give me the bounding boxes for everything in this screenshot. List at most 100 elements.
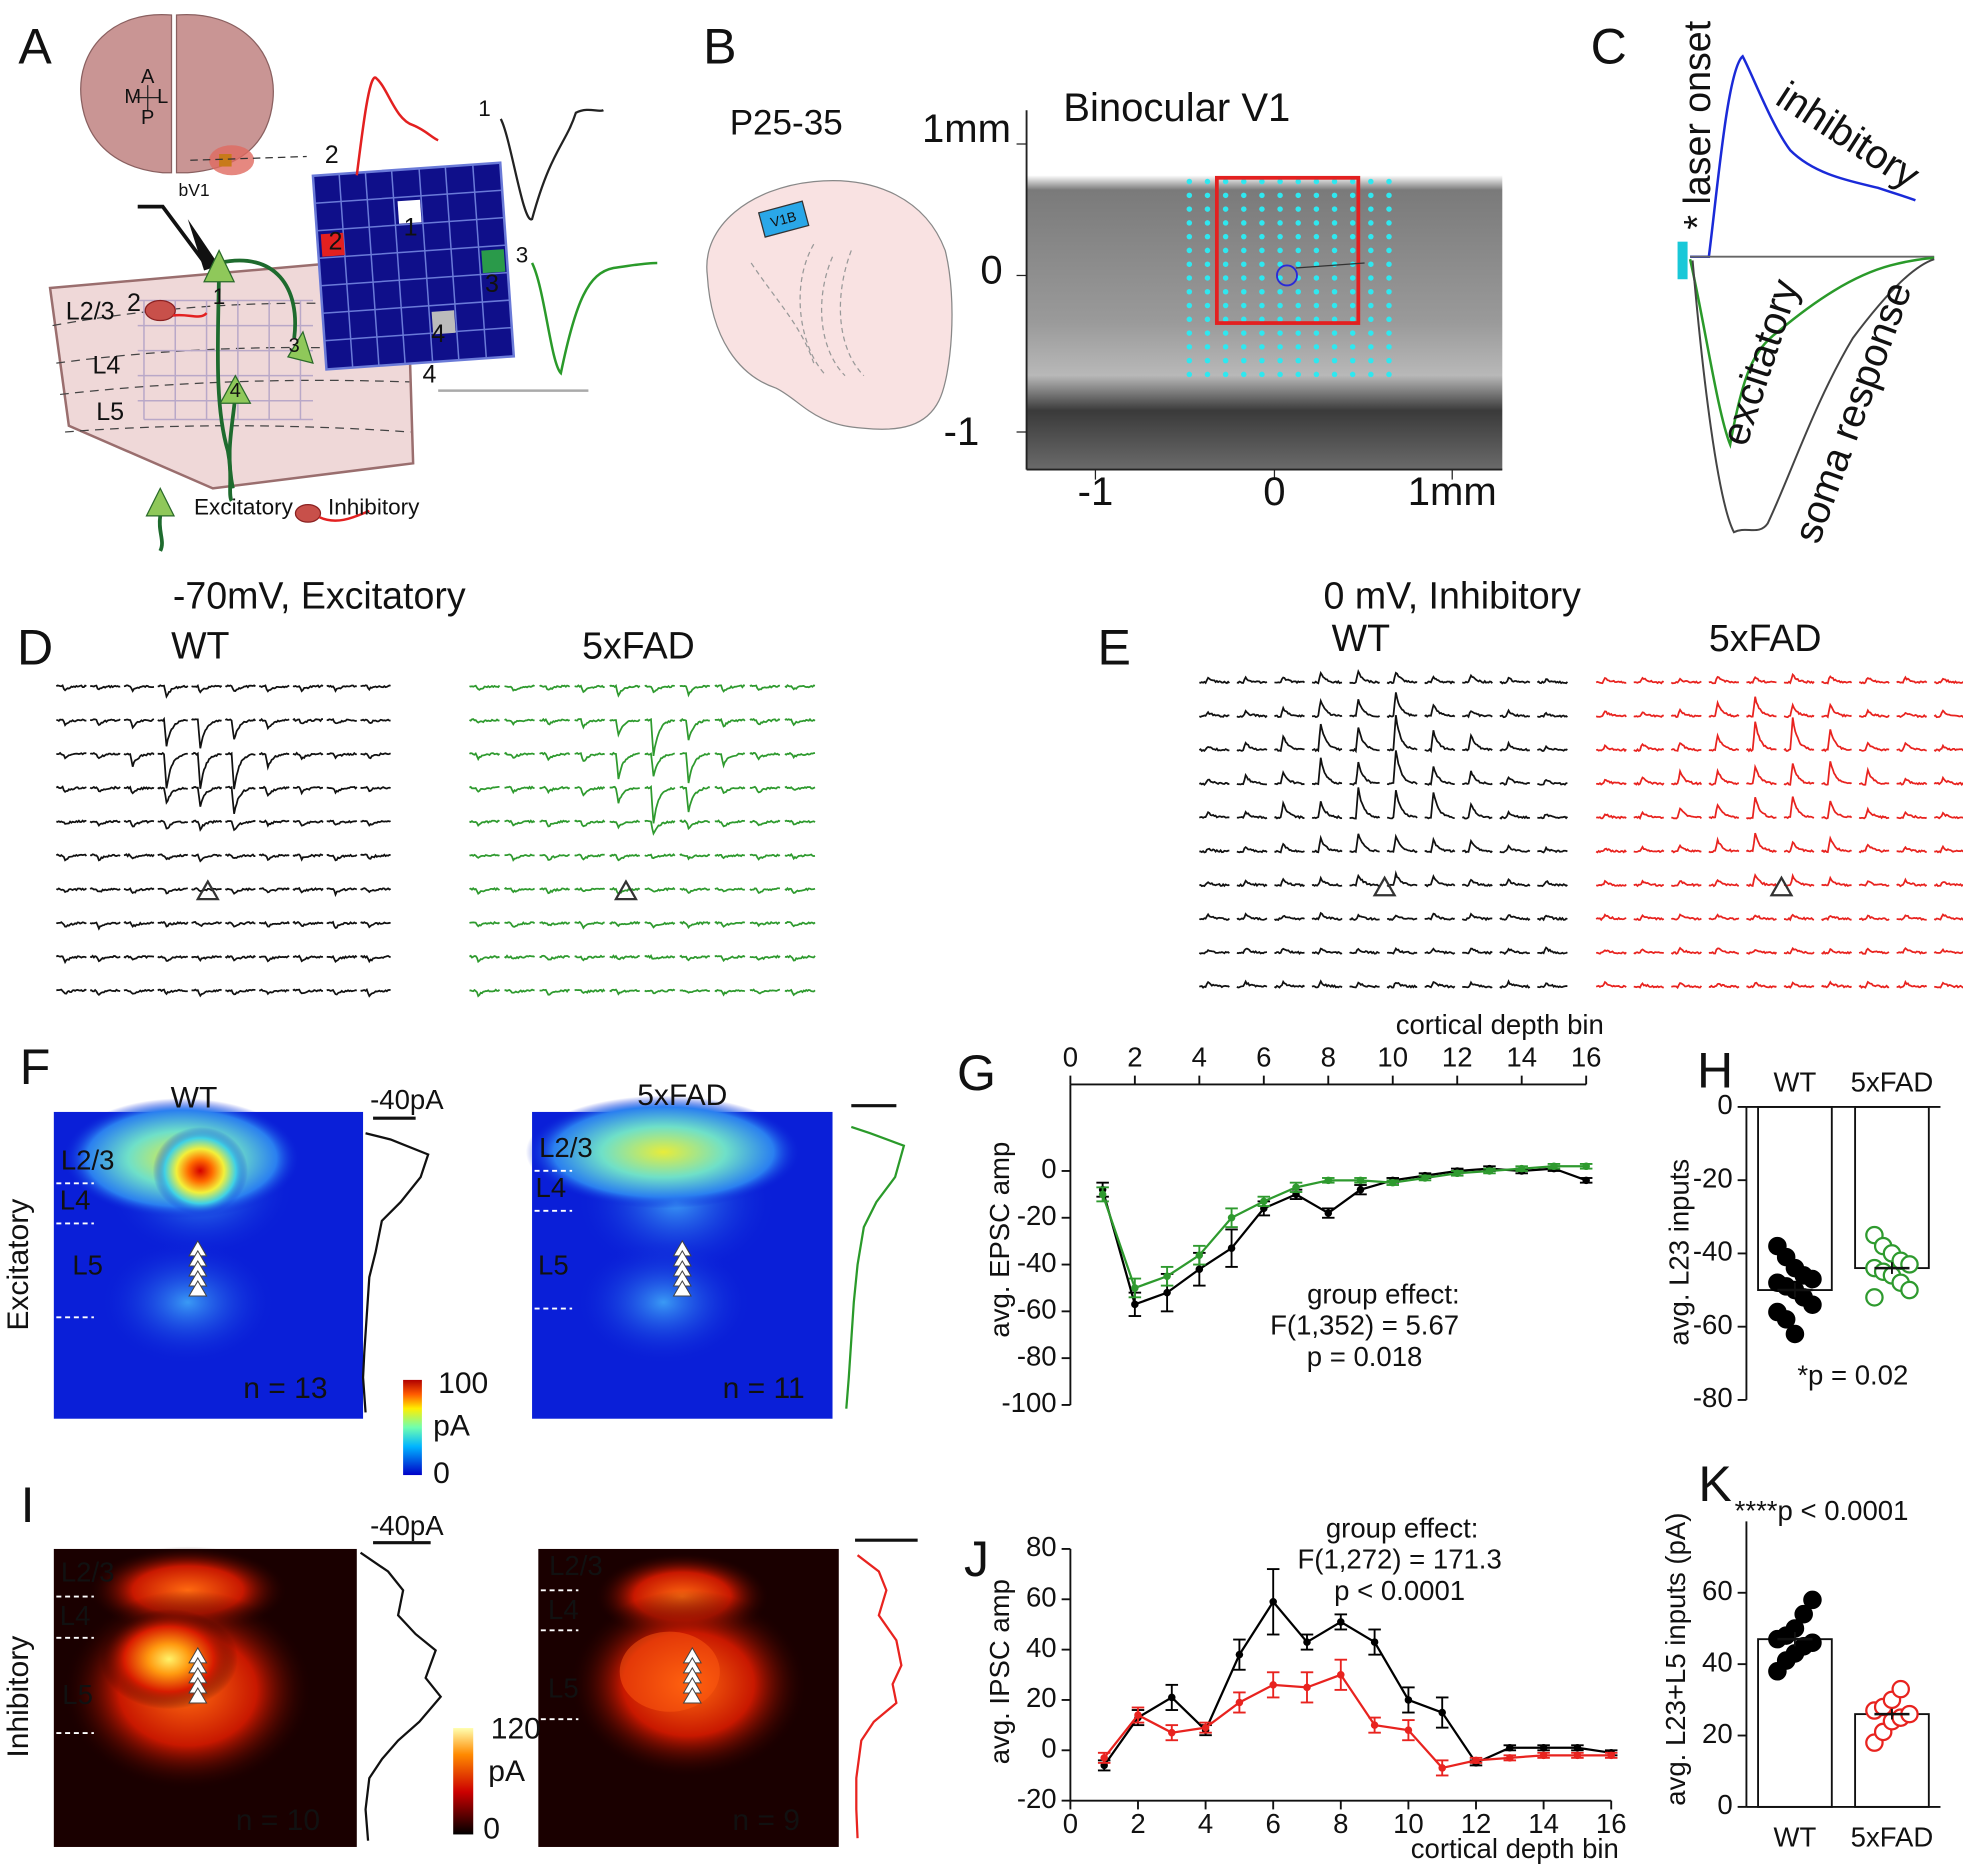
trace <box>1349 981 1380 989</box>
trace <box>292 819 324 827</box>
label: L2/3 <box>549 1550 603 1581</box>
trace <box>259 819 290 828</box>
x-tick-label: 5xFAD <box>1851 1822 1934 1853</box>
trace <box>504 954 535 960</box>
trace <box>1745 832 1777 853</box>
trace <box>1746 981 1777 989</box>
x-tick-label: 10 <box>1393 1808 1424 1839</box>
point <box>1195 1265 1204 1273</box>
trace <box>258 955 290 963</box>
trace <box>714 989 746 997</box>
trace <box>1386 946 1418 955</box>
y-tick-label: -100 <box>1002 1387 1057 1418</box>
y-tick-label: 0 <box>1717 1789 1732 1820</box>
x-tick-label: 8 <box>1321 1042 1336 1073</box>
point <box>1227 1244 1236 1252</box>
x-tick-label: 2 <box>1127 1042 1142 1073</box>
stim-site <box>1259 330 1265 336</box>
trace <box>56 887 87 894</box>
label: L4 <box>536 1172 567 1203</box>
y-axis-label: avg. L23 inputs <box>1664 1159 1695 1346</box>
trace <box>1746 914 1777 921</box>
label: L2/3 <box>66 298 115 326</box>
soma-marker <box>1769 875 1794 897</box>
trace <box>1499 947 1530 956</box>
x-tick-label: 12 <box>1442 1042 1473 1073</box>
point <box>1303 1638 1311 1646</box>
label: L5 <box>96 398 124 426</box>
trace <box>1499 740 1530 752</box>
label: L4 <box>548 1594 579 1625</box>
trace <box>1670 707 1702 719</box>
label: n = 10 <box>236 1804 320 1837</box>
trace <box>1633 981 1664 989</box>
trace <box>1933 913 1963 921</box>
trace <box>1424 675 1455 685</box>
trace <box>1821 800 1853 820</box>
stim-site <box>1368 344 1374 350</box>
y-tick-label: 60 <box>1026 1582 1057 1613</box>
trace <box>1783 763 1815 786</box>
stim-site <box>1331 192 1338 199</box>
trace <box>1671 913 1702 921</box>
trace <box>157 955 188 962</box>
trace <box>609 751 640 780</box>
label: 3 <box>485 270 499 298</box>
stim-site <box>1386 261 1392 267</box>
stim-site <box>1295 192 1301 199</box>
stim-site <box>1259 302 1265 309</box>
label: pA <box>488 1755 525 1788</box>
trace <box>225 921 256 928</box>
soma-marker <box>613 879 638 901</box>
trace <box>539 751 571 762</box>
trace <box>1274 769 1305 786</box>
stim-site <box>1222 275 1229 281</box>
trace <box>679 989 711 994</box>
point <box>1163 1288 1171 1297</box>
trace <box>679 887 711 894</box>
trace <box>326 684 357 693</box>
label: 0 <box>980 249 1002 293</box>
trace <box>504 785 535 795</box>
stim-site <box>1295 344 1301 350</box>
label: L2/3 <box>539 1132 593 1163</box>
trace <box>1859 766 1890 786</box>
trace <box>1633 914 1665 921</box>
trace <box>1783 872 1815 888</box>
trace <box>1595 676 1627 685</box>
trace <box>225 819 256 832</box>
panel-letter: G <box>957 1045 996 1101</box>
label: soma response <box>1786 276 1921 548</box>
stim-site <box>1204 330 1211 336</box>
trace <box>714 684 746 693</box>
y-tick-label: -20 <box>1017 1200 1057 1231</box>
x-tick-label: 6 <box>1256 1042 1271 1073</box>
trace <box>714 887 745 893</box>
trace <box>157 684 189 699</box>
y-tick-label: 60 <box>1702 1575 1733 1606</box>
label: -1 <box>944 410 980 454</box>
stim-site <box>1368 371 1374 378</box>
trace <box>1671 843 1702 854</box>
point <box>1370 1721 1379 1729</box>
trace <box>259 920 290 928</box>
stim-site <box>1295 357 1301 364</box>
stim-site <box>1259 247 1265 254</box>
label: Inhibitory <box>328 494 420 519</box>
stim-site <box>1313 233 1320 240</box>
trace <box>1236 675 1268 685</box>
trace <box>1896 914 1927 921</box>
trace <box>225 785 256 814</box>
trace <box>1595 913 1627 922</box>
stim-site <box>1331 233 1338 240</box>
trace <box>326 887 358 898</box>
point <box>1485 1167 1494 1175</box>
stim-site <box>1186 344 1193 350</box>
stim-site <box>1186 233 1193 240</box>
label: L2/3 <box>61 1556 115 1587</box>
point <box>1582 1162 1590 1171</box>
point <box>1607 1751 1615 1760</box>
point <box>1506 1744 1514 1752</box>
stim-site <box>1295 289 1301 295</box>
trace <box>609 819 640 830</box>
